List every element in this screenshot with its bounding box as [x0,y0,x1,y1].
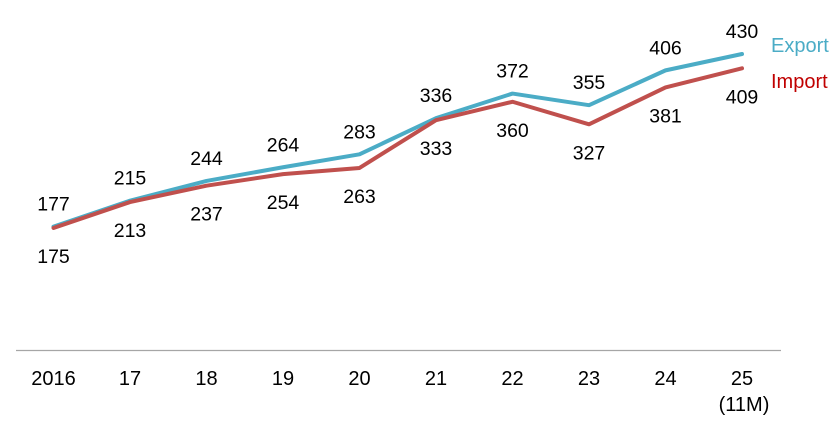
import-data-label: 333 [420,138,453,160]
export-data-label: 244 [190,148,223,170]
x-tick-note: (11M) [719,394,770,416]
x-tick-label: 25 [731,368,753,390]
export-data-label: 336 [420,85,453,107]
x-tick-label: 23 [578,368,600,390]
export-data-label: 406 [649,37,682,59]
x-tick-label: 24 [654,368,676,390]
import-data-label: 237 [190,204,223,226]
import-data-label: 175 [37,246,70,268]
legend-import-label: Import [771,71,828,93]
export-data-label: 355 [573,72,606,94]
x-tick-label: 17 [119,368,141,390]
export-data-label: 372 [496,61,529,83]
import-data-label: 409 [726,86,759,108]
import-data-label: 360 [496,120,529,142]
x-tick-label: 20 [348,368,370,390]
export-data-label: 264 [267,134,300,156]
x-tick-label: 22 [501,368,523,390]
export-data-label: 215 [114,168,147,190]
legend-export-label: Export [771,35,829,57]
import-data-label: 263 [343,186,376,208]
import-data-label: 213 [114,220,147,242]
x-tick-label: 2016 [31,368,76,390]
export-data-label: 430 [726,21,759,43]
x-tick-label: 18 [195,368,217,390]
import-data-label: 381 [649,105,682,127]
export-data-label: 177 [37,194,70,216]
legend: Export Import [771,0,839,110]
x-tick-label: 21 [425,368,447,390]
export-line [51,52,744,229]
import-data-label: 254 [267,192,300,214]
import-data-label: 327 [573,142,606,164]
import-line [51,66,744,230]
export-data-label: 283 [343,121,376,143]
x-tick-label: 19 [272,368,294,390]
